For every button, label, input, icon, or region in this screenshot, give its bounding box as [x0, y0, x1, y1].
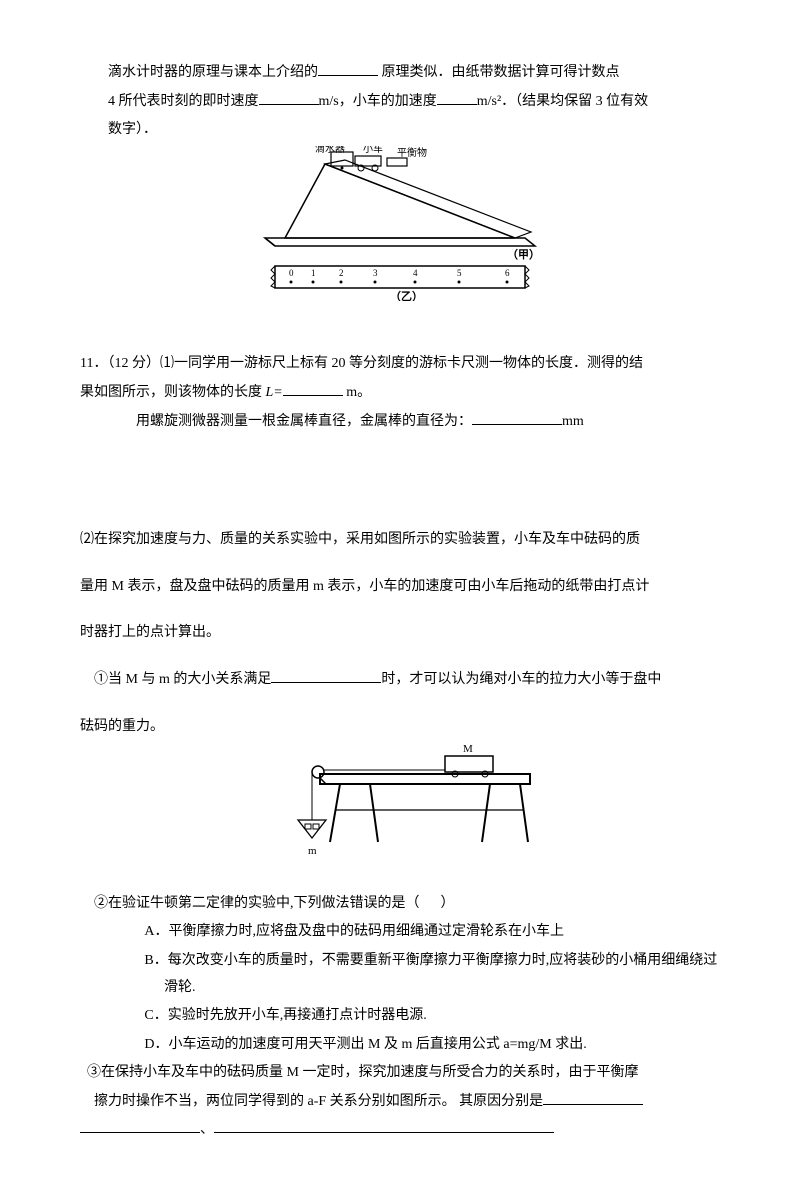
- q10-line2-b: m/s，小车的加速度: [319, 94, 437, 109]
- q11-blank-reason2: [214, 1118, 554, 1133]
- q10-blank-velocity: [259, 90, 319, 105]
- svg-text:5: 5: [457, 268, 462, 278]
- q11-p3-line2: 擦力时操作不当，两位同学得到的 a-F 关系分别如图所示。 其原因分别是: [80, 1089, 720, 1116]
- option-C: C．实验时先放开小车,再接通打点计时器电源.: [80, 1003, 720, 1030]
- pulley-icon: [312, 766, 324, 778]
- q11-p2b-question: ②在验证牛顿第二定律的实验中,下列做法错误的是（ ）: [80, 891, 720, 918]
- q10-line2: 4 所代表时刻的即时速度 m/s，小车的加速度 m/s²．（结果均保留 3 位有效: [80, 89, 720, 116]
- option-A: A．平衡摩擦力时,应将盘及盘中的砝码用细绳通过定滑轮系在小车上: [80, 919, 720, 946]
- incline-diagram-svg: 滴水器 小车 平衡物 （甲） 0 1 2 3 4 5 6 （乙）: [255, 146, 545, 301]
- q11-figure: m M: [80, 742, 720, 873]
- base-board: [265, 238, 535, 246]
- q10-line1-b: 原理类似．由纸带数据计算可得计数点: [378, 65, 620, 80]
- q11-p1-line3: 用螺旋测微器测量一根金属棒直径，金属棒的直径为：mm: [80, 409, 720, 436]
- cart-M: [445, 756, 493, 772]
- counterweight: [387, 158, 407, 166]
- q11-p2-sub1c: 砝码的重力。: [80, 714, 720, 741]
- q11-blank-reason1: [543, 1090, 643, 1105]
- q10-line1: 滴水计时器的原理与课本上介绍的 原理类似．由纸带数据计算可得计数点: [80, 60, 720, 87]
- q11-p1-line1: 11．（12 分）⑴一同学用一游标尺上标有 20 等分刻度的游标卡尺测一物体的长…: [80, 351, 720, 378]
- svg-text:0: 0: [289, 268, 294, 278]
- q11-p1-line2: 果如图所示，则该物体的长度 L= m。: [80, 380, 720, 407]
- q11-p2-line1: ⑵在探究加速度与力、质量的关系实验中，采用如图所示的实验装置，小车及车中砝码的质: [80, 527, 720, 554]
- q11-blank-reason1b: [80, 1118, 200, 1133]
- q11-p2-line3: 时器打上的点计算出。: [80, 620, 720, 647]
- label-M: M: [463, 743, 473, 755]
- q10-figure: 滴水器 小车 平衡物 （甲） 0 1 2 3 4 5 6 （乙）: [80, 146, 720, 312]
- page-content: 滴水计时器的原理与课本上介绍的 原理类似．由纸带数据计算可得计数点 4 所代表时…: [0, 0, 800, 1186]
- cart-body: [355, 156, 381, 166]
- q11-p3-line1: ③在保持小车及车中的砝码质量 M 一定时，探究加速度与所受合力的关系时，由于平衡…: [80, 1060, 720, 1087]
- svg-text:2: 2: [339, 268, 344, 278]
- svg-text:3: 3: [373, 268, 378, 278]
- q11-blank-diameter: [472, 410, 562, 425]
- q11-p2-line2: 量用 M 表示，盘及盘中砝码的质量用 m 表示，小车的加速度可由小车后拖动的纸带…: [80, 574, 720, 601]
- label-cart: 小车: [363, 146, 383, 155]
- svg-text:1: 1: [311, 268, 316, 278]
- q11-p2-sub1: ①当 M 与 m 的大小关系满足时，才可以认为绳对小车的拉力大小等于盘中: [80, 667, 720, 694]
- label-m: m: [308, 845, 317, 857]
- caption-jia: （甲）: [507, 248, 540, 261]
- q10-line3: 数字）．: [80, 117, 720, 144]
- label-dripper: 滴水器: [315, 146, 345, 155]
- q10-line1-a: 滴水计时器的原理与课本上介绍的: [108, 65, 318, 80]
- table-cart-svg: m M: [250, 742, 550, 862]
- option-B: B．每次改变小车的质量时，不需要重新平衡摩擦力平衡摩擦力时,应将装砂的小桶用细绳…: [80, 948, 720, 1001]
- option-D: D．小车运动的加速度可用天平测出 M 及 m 后直接用公式 a=mg/M 求出.: [80, 1032, 720, 1059]
- q10-blank-accel: [437, 90, 477, 105]
- q10-line2-a: 4 所代表时刻的即时速度: [108, 94, 259, 109]
- q11-p3-line3: 、: [80, 1117, 720, 1144]
- hanging-pan: [298, 820, 326, 838]
- incline-wedge: [285, 164, 515, 238]
- q11-blank-condition: [271, 668, 381, 683]
- q10-blank-principle: [318, 61, 378, 76]
- label-weight: 平衡物: [397, 146, 427, 159]
- svg-text:6: 6: [505, 268, 510, 278]
- q10-line2-c: m/s²．（结果均保留 3 位有效: [477, 94, 648, 109]
- table-top: [320, 774, 530, 784]
- svg-text:4: 4: [413, 268, 418, 278]
- caption-yi: （乙）: [390, 290, 423, 301]
- q11-blank-length: [283, 381, 343, 396]
